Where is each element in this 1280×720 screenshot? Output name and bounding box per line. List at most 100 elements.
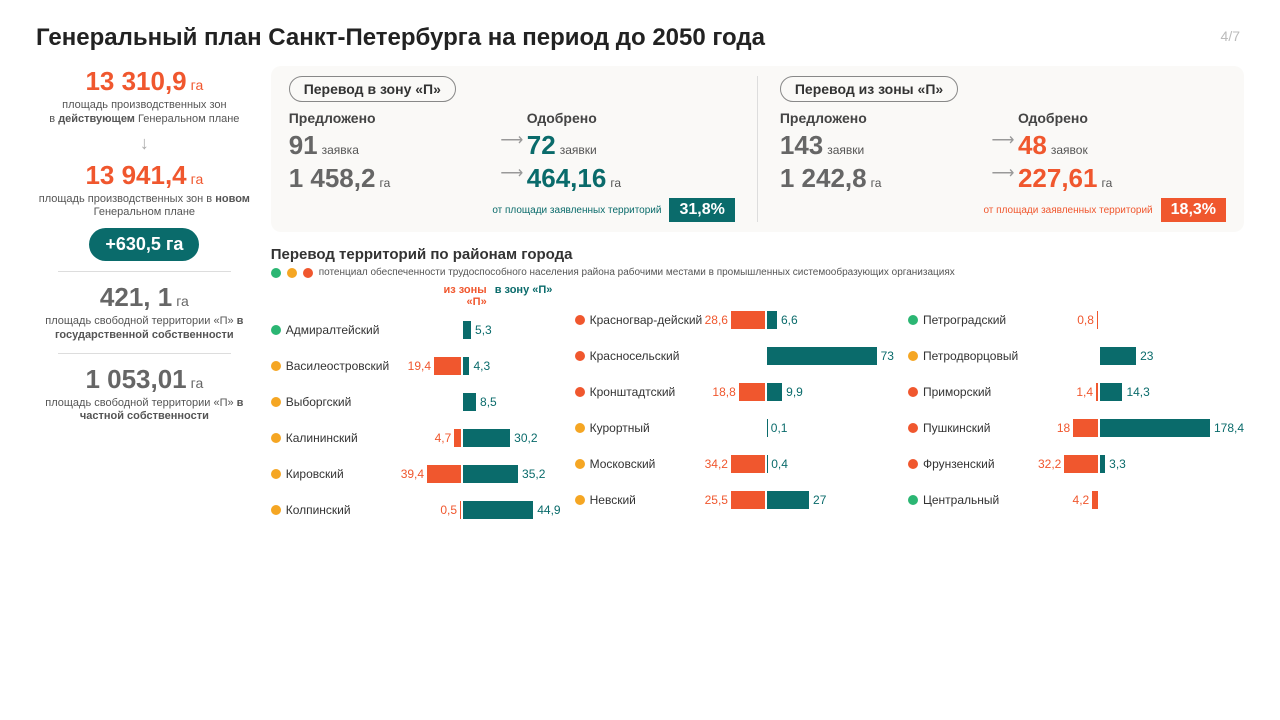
to-bar	[463, 429, 510, 447]
delta-pill: +630,5 га	[89, 228, 199, 261]
approved-label: Одобрено	[527, 110, 735, 126]
district-name: Красносельский	[590, 349, 680, 363]
stat-current-text: площадь производственных зон в действующ…	[36, 99, 253, 127]
district-name: Красногвар-дейский	[590, 313, 703, 327]
to-bar	[767, 455, 768, 473]
from-bar	[731, 311, 765, 329]
arrow-right-icon: ⟶	[497, 163, 527, 183]
district-dot-icon	[908, 351, 918, 361]
district-name: Колпинский	[286, 503, 351, 517]
to-bar	[463, 393, 476, 411]
from-bar	[1064, 455, 1098, 473]
district-column: из зоны «П»в зону «П» Адмиралтейский 5,3…	[271, 284, 561, 528]
from-value: 19,4	[408, 359, 431, 373]
district-dot-icon	[271, 469, 281, 479]
from-bar	[1092, 491, 1098, 509]
proposed-count: 143	[780, 130, 823, 161]
proposed-ha: 1 242,8	[780, 163, 867, 194]
to-value: 27	[813, 493, 826, 507]
district-dot-icon	[908, 387, 918, 397]
from-value: 39,4	[401, 467, 424, 481]
pct-note: от площади заявленных территорий	[983, 205, 1152, 216]
district-row: Адмиралтейский 5,3	[271, 312, 561, 348]
to-value: 178,4	[1214, 421, 1244, 435]
to-bar	[463, 357, 470, 375]
from-bar	[1073, 419, 1098, 437]
district-name: Выборгский	[286, 395, 352, 409]
district-dot-icon	[908, 423, 918, 433]
district-name: Адмиралтейский	[286, 323, 380, 337]
approved-count: 48	[1018, 130, 1047, 161]
district-row: Красногвар-дейский 28,6 6,6	[575, 302, 894, 338]
to-value: 0,4	[771, 457, 788, 471]
stat-new-value: 13 941,4	[85, 160, 186, 190]
to-value: 14,3	[1126, 385, 1149, 399]
from-value: 34,2	[705, 457, 728, 471]
from-bar	[454, 429, 460, 447]
axis-from-label: из зоны «П»	[421, 284, 491, 308]
stat-gov-text: площадь свободной территории «П» в госуд…	[36, 315, 253, 343]
proposed-label: Предложено	[780, 110, 988, 126]
to-bar	[767, 491, 809, 509]
district-row: Приморский 1,4 14,3	[908, 374, 1244, 410]
from-bar	[434, 357, 461, 375]
district-dot-icon	[908, 315, 918, 325]
district-dot-icon	[271, 325, 281, 335]
district-dot-icon	[575, 315, 585, 325]
from-value: 0,5	[440, 503, 457, 517]
page-number: 4/7	[1221, 28, 1240, 44]
to-value: 5,3	[475, 323, 492, 337]
approved-ha: 227,61	[1018, 163, 1098, 194]
to-value: 0,1	[771, 421, 788, 435]
proposed-label: Предложено	[289, 110, 497, 126]
from-value: 4,2	[1073, 493, 1090, 507]
from-value: 28,6	[705, 313, 728, 327]
district-name: Московский	[590, 457, 656, 471]
to-value: 8,5	[480, 395, 497, 409]
district-name: Василеостровский	[286, 359, 389, 373]
chart-title: Перевод территорий по районам города	[271, 246, 1244, 263]
district-row: Петроградский 0,8	[908, 302, 1244, 338]
from-value: 0,8	[1077, 313, 1094, 327]
arrow-right-icon: ⟶	[497, 130, 527, 150]
summary-cards: Перевод в зону «П» Предложено Одобрено 9…	[271, 66, 1244, 232]
district-row: Пушкинский 18 178,4	[908, 410, 1244, 446]
district-name: Петродворцовый	[923, 349, 1018, 363]
from-bar	[731, 491, 765, 509]
district-name: Центральный	[923, 493, 999, 507]
stat-current-value: 13 310,9	[85, 66, 186, 96]
from-bar	[460, 501, 461, 519]
to-value: 35,2	[522, 467, 545, 481]
district-name: Пушкинский	[923, 421, 991, 435]
summary-card: Перевод в зону «П» Предложено Одобрено 9…	[289, 76, 735, 222]
district-column: Петроградский 0,8 Петродворцовый 23 Прим…	[908, 284, 1244, 528]
chart-legend: потенциал обеспеченности трудоспособного…	[271, 267, 1244, 278]
to-bar	[767, 383, 783, 401]
district-row: Московский 34,2 0,4	[575, 446, 894, 482]
district-dot-icon	[575, 423, 585, 433]
approved-ha: 464,16	[527, 163, 607, 194]
district-row: Невский 25,5 27	[575, 482, 894, 518]
from-value: 18,8	[712, 385, 735, 399]
district-row: Фрунзенский 32,2 3,3	[908, 446, 1244, 482]
district-name: Петроградский	[923, 313, 1006, 327]
arrow-right-icon: ⟶	[988, 130, 1018, 150]
axis-to-label: в зону «П»	[491, 284, 553, 308]
from-value: 25,5	[705, 493, 728, 507]
district-dot-icon	[271, 433, 281, 443]
from-bar	[1097, 311, 1098, 329]
from-value: 18	[1057, 421, 1070, 435]
to-value: 9,9	[786, 385, 803, 399]
to-bar	[463, 501, 534, 519]
district-dot-icon	[271, 397, 281, 407]
to-value: 30,2	[514, 431, 537, 445]
from-value: 1,4	[1076, 385, 1093, 399]
district-row: Калининский 4,7 30,2	[271, 420, 561, 456]
district-name: Кировский	[286, 467, 344, 481]
district-dot-icon	[575, 495, 585, 505]
card-badge: Перевод в зону «П»	[289, 76, 456, 102]
district-name: Приморский	[923, 385, 991, 399]
district-name: Невский	[590, 493, 636, 507]
district-row: Выборгский 8,5	[271, 384, 561, 420]
district-row: Колпинский 0,5 44,9	[271, 492, 561, 528]
